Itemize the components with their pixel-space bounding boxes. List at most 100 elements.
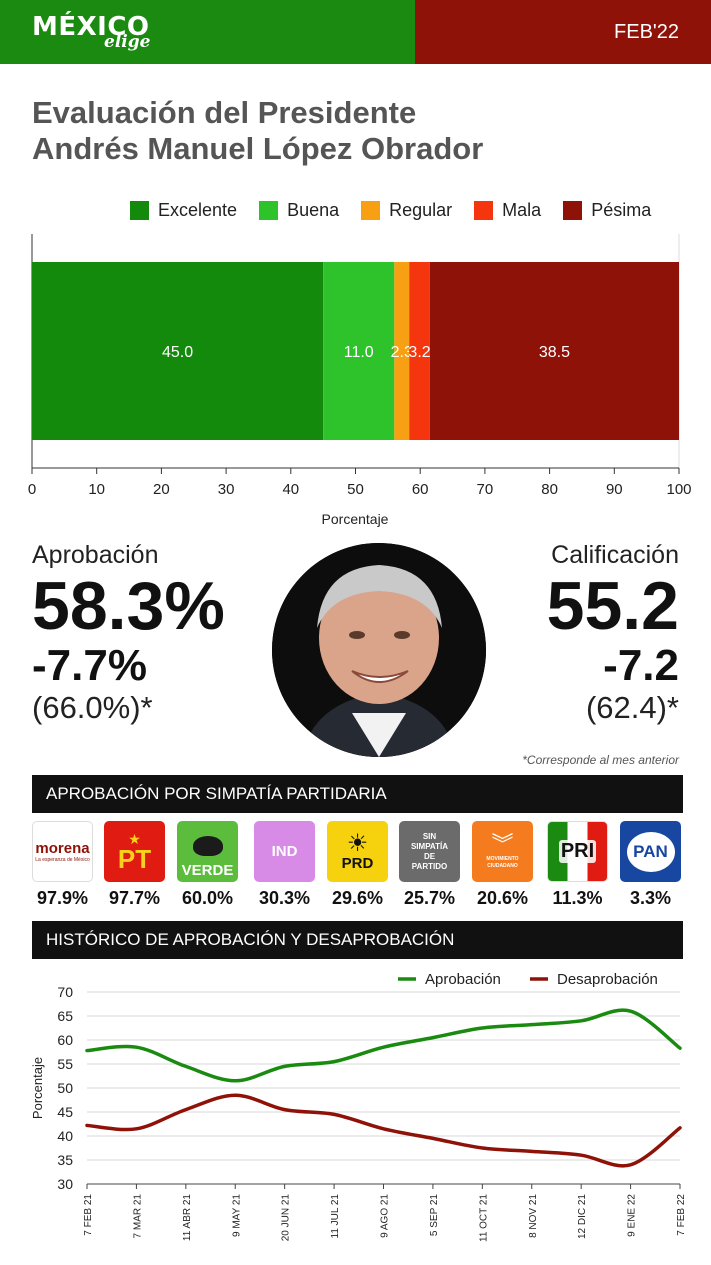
line-x-tick-label: 9 MAY 21 [231, 1194, 242, 1237]
verde-logo: VERDE [177, 821, 238, 882]
pri-logo-text: PRI [558, 840, 597, 863]
line-y-tick-label: 45 [57, 1104, 73, 1120]
logo-text: MÉXICO [32, 12, 150, 42]
approval-label: Aprobación [32, 541, 159, 569]
line-y-tick-label: 65 [57, 1008, 73, 1024]
line-series-1 [85, 1093, 682, 1168]
legend-label: Regular [389, 200, 453, 220]
party-value: 20.6% [476, 888, 529, 908]
legend-item-1: Buena [259, 200, 339, 221]
line-x-tick-label: 20 JUN 21 [281, 1194, 292, 1242]
rating-value: 55.2 [546, 568, 679, 644]
movimiento-ciudadano-logo: ︾ MOVIMIENTO CIUDADANO [472, 821, 533, 882]
legend-swatch [563, 201, 583, 220]
party-value: 29.6% [331, 888, 384, 908]
party-sin-simpatia: SIN SIMPATÍA DE PARTIDO 25.7% [399, 821, 460, 909]
line-x-tick-label: 12 DIC 21 [577, 1194, 588, 1239]
approval-value: 58.3% [32, 568, 225, 644]
line-y-tick-label: 30 [57, 1176, 73, 1192]
bar-x-tick-label: 80 [541, 481, 558, 498]
mc-logo-text: MOVIMIENTO CIUDADANO [486, 855, 519, 869]
line-legend-label-1: Desaprobación [557, 971, 658, 988]
legend-label: Excelente [158, 200, 238, 220]
party-prd: ☀ PRD 29.6% [327, 821, 388, 909]
prd-logo: ☀ PRD [327, 821, 388, 882]
party-value: 3.3% [629, 888, 672, 908]
bar-x-tick-label: 0 [28, 481, 36, 498]
legend-item-0: Excelente [130, 200, 237, 221]
line-x-tick-label: 7 MAR 21 [132, 1194, 143, 1239]
sin-simpatia-text-1: SIN [422, 831, 437, 841]
ind-logo-text: IND [271, 843, 298, 860]
line-legend-label-0: Aprobación [425, 971, 501, 988]
bar-segment-4 [429, 262, 679, 440]
bar-segment-1 [323, 262, 395, 440]
bar-segment-3 [409, 262, 430, 440]
bar-x-tick-label: 90 [606, 481, 623, 498]
party-value: 30.3% [258, 888, 311, 908]
bar-value-label-0: 45.0 [162, 344, 193, 361]
legend-item-4: Pésima [563, 200, 651, 221]
stacked-bar-chart: 45.0 11.0 2.33.2 38.5 0 10 20 30 40 50 60 70 80 90 100… [28, 234, 692, 527]
bar-x-tick-label: 100 [666, 481, 691, 498]
prd-logo-text: PRD [341, 854, 374, 872]
line-x-tick-label: 11 JUL 21 [330, 1194, 341, 1239]
title-line-1: Evaluación del Presidente [32, 95, 417, 130]
page-title: Evaluación del Presidente Andrés Manuel … [32, 95, 672, 167]
morena-logo-text: morena [35, 840, 90, 857]
line-x-tick-label: 8 NOV 21 [528, 1194, 539, 1238]
history-line-chart: 70 65 60 55 50 45 40 35 30 Porcentaje 7 FEB 21 7 MA… [30, 971, 687, 1242]
line-y-tick-label: 70 [57, 984, 73, 1000]
pan-logo-text: PAN [626, 831, 675, 872]
approval-block: Aprobación 58.3% -7.7% (66.0%)* [32, 541, 225, 726]
verde-logo-text: VERDE [181, 862, 234, 879]
legend-label: Pésima [591, 200, 652, 220]
line-x-tick-label: 9 ENE 22 [627, 1194, 638, 1237]
bar-value-label-2: 2.3 [391, 344, 413, 361]
legend-item-3: Mala [474, 200, 541, 221]
legend-item-2: Regular [361, 200, 452, 221]
line-x-tick-label: 11 ABR 21 [182, 1194, 193, 1242]
line-x-tick-label: 5 SEP 21 [429, 1194, 440, 1237]
bar-x-tick-label: 50 [347, 481, 364, 498]
approval-delta: -7.7% [32, 641, 147, 690]
line-y-tick-label: 50 [57, 1080, 73, 1096]
line-x-tick-label: 9 AGO 21 [380, 1194, 391, 1238]
party-pri: PRI 11.3% [547, 821, 608, 909]
bar-value-label-1: 11.0 [344, 344, 374, 361]
line-y-tick-label: 60 [57, 1032, 73, 1048]
line-x-tick-label: 7 FEB 22 [676, 1194, 687, 1236]
party-section-title: APROBACIÓN POR SIMPATÍA PARTIDARIA [32, 775, 683, 813]
party-value: 11.3% [552, 888, 603, 908]
pri-logo: PRI [547, 821, 608, 882]
line-series-0 [85, 1008, 682, 1083]
legend-swatch [259, 201, 279, 220]
sin-simpatia-text-3: DE [423, 851, 436, 861]
line-y-tick-label: 40 [57, 1128, 73, 1144]
president-photo [272, 543, 486, 757]
toucan-icon [192, 836, 223, 856]
approval-previous: (66.0%)* [32, 690, 153, 725]
date-label: FEB'22 [614, 21, 679, 43]
legend-label: Buena [287, 200, 340, 220]
rating-block: Calificación 55.2 -7.2 (62.4)* [547, 541, 679, 726]
bar-x-tick-label: 20 [153, 481, 170, 498]
party-pan: PAN 3.3% [620, 821, 681, 909]
morena-logo-subtext: La esperanza de México [35, 857, 90, 863]
party-morena: morena La esperanza de México 97.9% [32, 821, 93, 909]
party-pt: ★ PT 97.7% [104, 821, 165, 909]
line-x-tick-label: 7 FEB 21 [83, 1194, 94, 1236]
party-ind: IND 30.3% [254, 821, 315, 909]
rating-delta: -7.2 [603, 641, 679, 690]
party-value: 97.9% [36, 888, 89, 908]
rating-label: Calificación [551, 541, 679, 569]
bar-x-tick-label: 30 [218, 481, 235, 498]
eagle-icon: ︾ [491, 831, 514, 857]
party-verde: VERDE 60.0% [177, 821, 238, 909]
sin-simpatia-text-4: PARTIDO [411, 861, 448, 871]
party-value: 97.7% [108, 888, 161, 908]
bar-segment-2 [394, 262, 410, 440]
sin-simpatia-text-2: SIMPATÍA [410, 841, 449, 851]
header: MÉXICO elige FEB'22 [0, 0, 711, 64]
legend-label: Mala [502, 200, 542, 220]
